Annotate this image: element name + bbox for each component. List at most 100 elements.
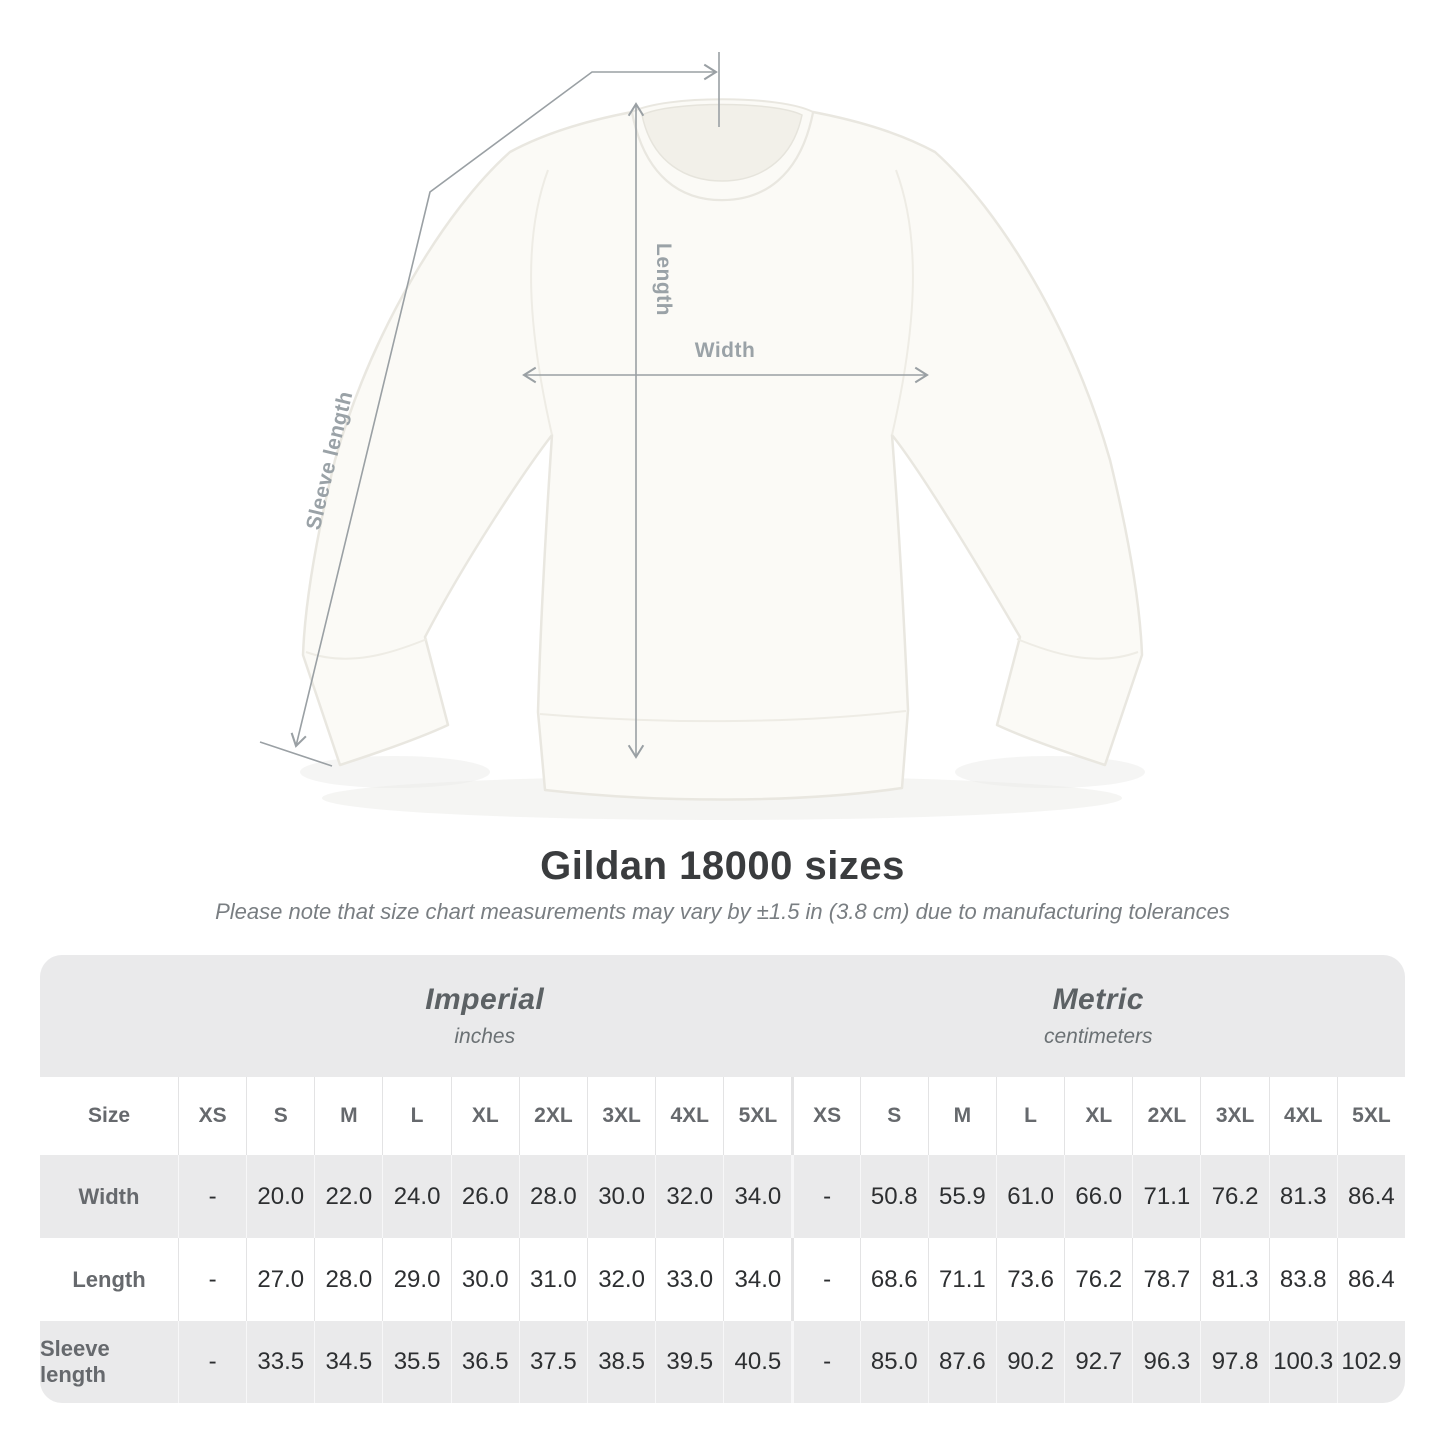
- size-header-cell: 4XL: [1268, 1077, 1337, 1155]
- value-cell: 28.0: [314, 1238, 382, 1321]
- value-cell: 24.0: [382, 1155, 450, 1238]
- value-cell: 27.0: [246, 1238, 314, 1321]
- value-cell: 39.5: [655, 1321, 723, 1403]
- value-cell: 100.3: [1268, 1321, 1337, 1403]
- value-cell: 32.0: [586, 1238, 655, 1321]
- value-cell: 86.4: [1336, 1238, 1405, 1321]
- size-header-cell: M: [927, 1077, 996, 1155]
- value-cell: 30.0: [586, 1155, 655, 1238]
- value-cell: 71.1: [1132, 1155, 1200, 1238]
- value-cell: -: [791, 1155, 859, 1238]
- sleeve-extension-tick: [259, 741, 333, 767]
- value-cell: 102.9: [1336, 1321, 1405, 1403]
- value-cell: 34.0: [723, 1155, 791, 1238]
- sweatshirt-measurement-diagram: Length Width Sleeve length: [259, 52, 1145, 820]
- value-cell: 90.2: [995, 1321, 1064, 1403]
- imperial-group-unit: inches: [454, 1025, 516, 1048]
- unit-group-header-row: Imperial inches Metric centimeters: [40, 955, 1405, 1077]
- imperial-group-header: Imperial inches: [178, 955, 792, 1077]
- value-cell: 40.5: [723, 1321, 791, 1403]
- size-header-cell: 3XL: [1200, 1077, 1268, 1155]
- value-cell: 26.0: [450, 1155, 519, 1238]
- length-label: Length: [652, 243, 675, 316]
- value-cell: 85.0: [859, 1321, 928, 1403]
- metric-group-title: Metric: [1052, 983, 1144, 1016]
- value-cell: 81.3: [1200, 1238, 1268, 1321]
- size-header-row: Size XS S M L XL 2XL 3XL 4XL 5XL XS S M …: [40, 1077, 1405, 1155]
- value-cell: 61.0: [995, 1155, 1064, 1238]
- dimension-lines: [259, 52, 929, 767]
- value-cell: 86.4: [1336, 1155, 1405, 1238]
- value-cell: 20.0: [246, 1155, 314, 1238]
- size-header-cell: M: [314, 1077, 382, 1155]
- tolerance-note: Please note that size chart measurements…: [215, 899, 1230, 924]
- size-header-cell: XL: [1064, 1077, 1132, 1155]
- size-header-cell: L: [382, 1077, 450, 1155]
- value-cell: 83.8: [1268, 1238, 1337, 1321]
- value-cell: 38.5: [586, 1321, 655, 1403]
- size-header-cell: XS: [791, 1077, 859, 1155]
- size-header-cell: Size: [87, 1104, 131, 1127]
- metric-group-header: Metric centimeters: [792, 955, 1406, 1077]
- value-cell: 34.5: [314, 1321, 382, 1403]
- value-cell: 33.0: [655, 1238, 723, 1321]
- row-label: Sleeve length: [40, 1336, 110, 1387]
- sleeve-dimension-line: [290, 63, 718, 748]
- table-row-length: Length - 27.0 28.0 29.0 30.0 31.0 32.0 3…: [40, 1238, 1405, 1321]
- row-label: Length: [72, 1266, 146, 1292]
- value-cell: 34.0: [723, 1238, 791, 1321]
- value-cell: 66.0: [1064, 1155, 1132, 1238]
- value-cell: 55.9: [927, 1155, 996, 1238]
- value-cell: 37.5: [518, 1321, 587, 1403]
- value-cell: 92.7: [1064, 1321, 1132, 1403]
- value-cell: 71.1: [927, 1238, 996, 1321]
- value-cell: 76.2: [1200, 1155, 1268, 1238]
- size-chart-table: Imperial inches Metric centimeters Size …: [40, 955, 1405, 1403]
- value-cell: 28.0: [518, 1155, 587, 1238]
- width-label: Width: [695, 339, 756, 362]
- value-cell: 35.5: [382, 1321, 450, 1403]
- size-header-cell: S: [246, 1077, 314, 1155]
- group-header-spacer: [40, 955, 178, 1077]
- value-cell: -: [178, 1155, 246, 1238]
- size-header-cell: XS: [178, 1077, 246, 1155]
- row-label: Width: [78, 1183, 140, 1209]
- metric-group-unit: centimeters: [1043, 1025, 1153, 1048]
- value-cell: 78.7: [1132, 1238, 1200, 1321]
- value-cell: 81.3: [1268, 1155, 1337, 1238]
- size-header-cell: 5XL: [723, 1077, 791, 1155]
- table-row-width: Width - 20.0 22.0 24.0 26.0 28.0 30.0 32…: [40, 1155, 1405, 1238]
- value-cell: -: [791, 1321, 859, 1403]
- value-cell: 76.2: [1064, 1238, 1132, 1321]
- value-cell: 96.3: [1132, 1321, 1200, 1403]
- sweatshirt-illustration: [301, 98, 1144, 801]
- page-title: Gildan 18000 sizes: [540, 844, 905, 888]
- size-header-cell: L: [995, 1077, 1064, 1155]
- value-cell: 29.0: [382, 1238, 450, 1321]
- size-diagram: Length Width Sleeve length: [259, 52, 1145, 820]
- value-cell: 97.8: [1200, 1321, 1268, 1403]
- value-cell: 36.5: [450, 1321, 519, 1403]
- size-header-cell: S: [859, 1077, 928, 1155]
- value-cell: 50.8: [859, 1155, 928, 1238]
- table-row-sleeve-length: Sleeve length - 33.5 34.5 35.5 36.5 37.5…: [40, 1321, 1405, 1403]
- value-cell: 73.6: [995, 1238, 1064, 1321]
- value-cell: 31.0: [518, 1238, 587, 1321]
- value-cell: 33.5: [246, 1321, 314, 1403]
- size-header-cell: 3XL: [586, 1077, 655, 1155]
- value-cell: 87.6: [927, 1321, 996, 1403]
- sweatshirt-body: [301, 110, 1144, 801]
- value-cell: -: [791, 1238, 859, 1321]
- value-cell: 22.0: [314, 1155, 382, 1238]
- value-cell: -: [178, 1321, 246, 1403]
- value-cell: 30.0: [450, 1238, 519, 1321]
- size-header-cell: 4XL: [655, 1077, 723, 1155]
- size-header-cell: XL: [450, 1077, 519, 1155]
- value-cell: 32.0: [655, 1155, 723, 1238]
- size-header-cell: 2XL: [1132, 1077, 1200, 1155]
- size-header-cell: 5XL: [1336, 1077, 1405, 1155]
- size-header-cell: 2XL: [518, 1077, 587, 1155]
- value-cell: 68.6: [859, 1238, 928, 1321]
- imperial-group-title: Imperial: [425, 983, 545, 1016]
- value-cell: -: [178, 1238, 246, 1321]
